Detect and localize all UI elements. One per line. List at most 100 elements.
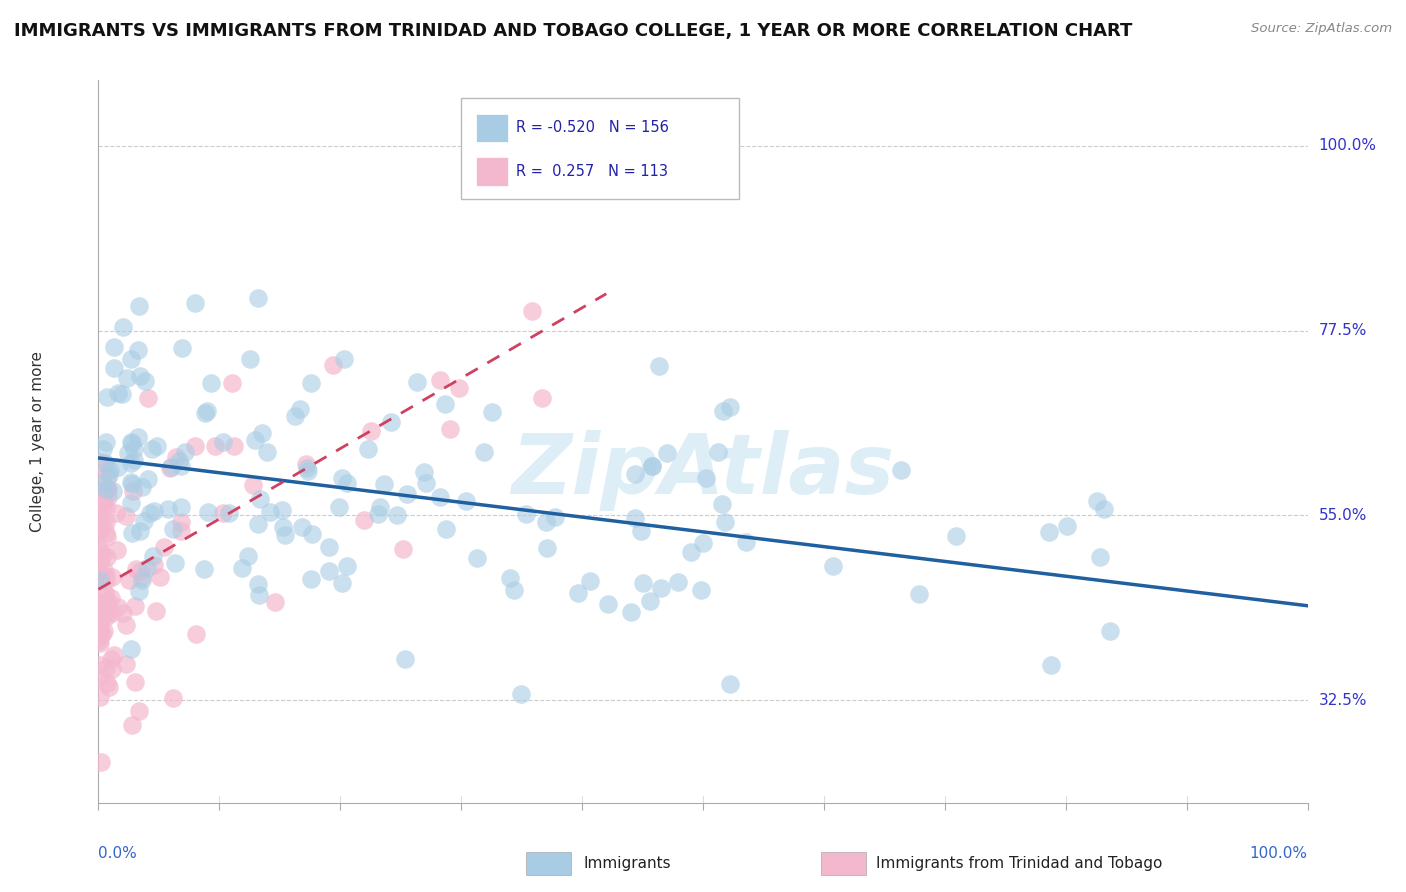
Point	[121, 525, 143, 540]
Point	[132, 514, 155, 528]
Point	[91, 477, 114, 491]
Point	[89, 516, 111, 530]
Point	[103, 361, 125, 376]
Text: 55.0%: 55.0%	[1319, 508, 1367, 523]
Point	[96, 482, 118, 496]
Point	[121, 476, 143, 491]
Point	[128, 564, 150, 578]
Point	[104, 506, 127, 520]
Point	[115, 657, 138, 672]
Point	[107, 459, 129, 474]
Point	[111, 606, 134, 620]
Point	[101, 570, 124, 584]
Point	[90, 566, 112, 581]
Text: ZipAtlas: ZipAtlas	[512, 430, 894, 511]
Point	[122, 442, 145, 457]
Point	[87, 633, 110, 648]
Point	[184, 296, 207, 310]
Point	[100, 652, 122, 666]
Point	[89, 622, 111, 636]
Point	[120, 496, 142, 510]
Point	[197, 505, 219, 519]
Point	[1092, 501, 1115, 516]
Point	[173, 444, 195, 458]
Point	[121, 436, 143, 450]
Point	[111, 387, 134, 401]
Point	[91, 442, 114, 456]
Point	[718, 400, 741, 414]
Point	[105, 542, 128, 557]
Point	[165, 450, 187, 464]
Point	[429, 373, 451, 387]
Point	[264, 595, 287, 609]
Point	[156, 502, 179, 516]
Point	[94, 525, 117, 540]
Point	[107, 385, 129, 400]
Point	[97, 490, 120, 504]
Point	[596, 597, 619, 611]
Point	[434, 397, 457, 411]
Point	[136, 560, 159, 574]
Point	[89, 574, 111, 588]
Text: 0.0%: 0.0%	[98, 847, 138, 861]
Point	[124, 599, 146, 614]
Point	[89, 568, 111, 582]
Point	[259, 505, 281, 519]
Point	[159, 460, 181, 475]
Point	[134, 374, 156, 388]
Point	[1040, 658, 1063, 673]
Point	[91, 599, 114, 614]
Point	[318, 540, 340, 554]
Point	[710, 497, 733, 511]
Point	[271, 503, 294, 517]
Point	[90, 597, 112, 611]
Point	[690, 583, 713, 598]
Point	[299, 376, 322, 390]
Point	[624, 511, 647, 525]
Point	[94, 610, 117, 624]
Point	[531, 391, 554, 405]
Point	[890, 462, 912, 476]
Point	[578, 574, 600, 589]
Point	[91, 608, 114, 623]
Point	[640, 594, 662, 608]
Point	[136, 472, 159, 486]
Point	[94, 607, 117, 621]
Point	[96, 530, 118, 544]
Point	[624, 467, 647, 482]
Point	[222, 439, 245, 453]
Point	[94, 586, 117, 600]
Point	[630, 524, 652, 539]
Text: 100.0%: 100.0%	[1250, 847, 1308, 861]
Point	[103, 648, 125, 662]
Point	[91, 612, 114, 626]
Point	[274, 527, 297, 541]
Point	[89, 553, 111, 567]
Point	[945, 529, 967, 543]
Point	[115, 371, 138, 385]
Point	[120, 434, 142, 449]
Point	[284, 409, 307, 423]
Point	[692, 536, 714, 550]
Point	[89, 622, 111, 636]
Point	[89, 631, 111, 645]
Point	[170, 515, 193, 529]
Point	[429, 490, 451, 504]
Point	[221, 376, 243, 391]
Point	[681, 545, 703, 559]
Point	[294, 458, 316, 472]
Point	[353, 513, 375, 527]
Point	[356, 442, 378, 457]
Point	[439, 421, 461, 435]
Point	[336, 476, 359, 491]
Point	[370, 500, 392, 514]
Point	[218, 506, 240, 520]
Point	[120, 456, 142, 470]
Point	[131, 570, 153, 584]
Point	[195, 404, 218, 418]
Point	[138, 507, 160, 521]
Point	[193, 561, 215, 575]
Text: R = -0.520   N = 156: R = -0.520 N = 156	[516, 120, 668, 136]
Point	[89, 657, 111, 672]
Point	[96, 471, 118, 485]
